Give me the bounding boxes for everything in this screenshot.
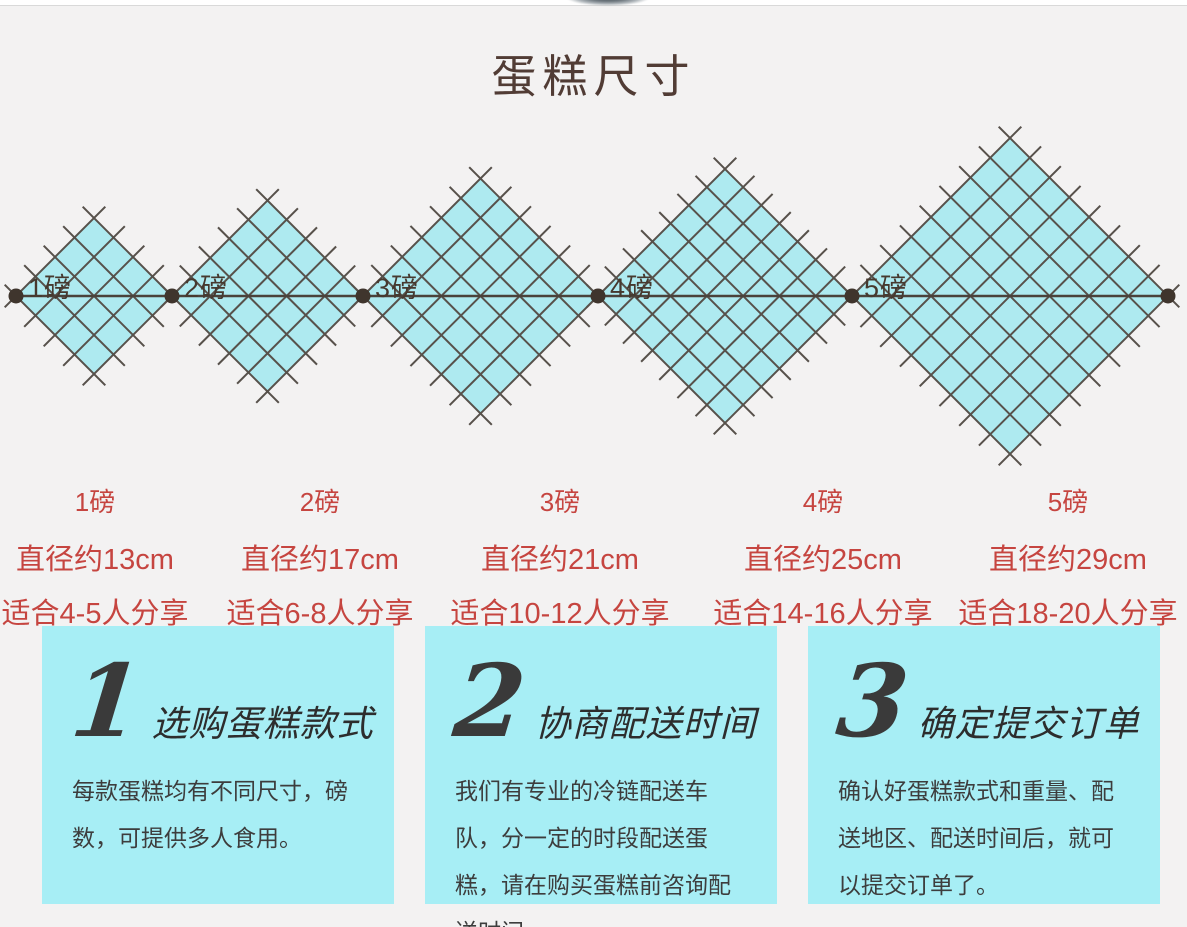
size-diameter-label: 直径约17cm (241, 544, 399, 576)
step-header: 3 确定提交订单 (832, 642, 1139, 760)
step-title: 确定提交订单 (917, 703, 1140, 744)
size-info-column: 2磅 直径约17cm 适合6-8人分享 (227, 482, 414, 632)
diamond-pound-label: 2磅 (184, 273, 229, 303)
size-pound-label: 3磅 (539, 487, 581, 517)
size-pound-label: 1磅 (74, 487, 116, 517)
cake-size-diagram (3, 125, 1181, 467)
step-title: 协商配送时间 (534, 703, 757, 744)
size-info-column: 1磅 直径约13cm 适合4-5人分享 (2, 482, 189, 632)
diamond-pound-label: 5磅 (864, 273, 909, 303)
top-divider (0, 0, 1187, 6)
size-diameter-label: 直径约25cm (744, 544, 902, 576)
section-title: 蛋糕尺寸 (491, 51, 696, 102)
step-description: 每款蛋糕均有不同尺寸，磅数，可提供多人食用。 (72, 778, 348, 852)
step-header: 1 选购蛋糕款式 (66, 642, 373, 760)
step-number: 2 (448, 642, 531, 760)
step-description: 确认好蛋糕款式和重量、配送地区、配送时间后，就可以提交订单了。 (838, 778, 1114, 899)
diamond-pound-label: 3磅 (375, 273, 420, 303)
step-card-1: 1 选购蛋糕款式 每款蛋糕均有不同尺寸，磅数，可提供多人食用。 (42, 626, 394, 904)
step-number: 1 (65, 642, 148, 760)
step-title: 选购蛋糕款式 (151, 703, 374, 744)
size-serves-label: 适合6-8人分享 (226, 598, 414, 630)
size-diameter-label: 直径约21cm (481, 544, 639, 576)
step-card-3: 3 确定提交订单 确认好蛋糕款式和重量、配送地区、配送时间后，就可以提交订单了。 (808, 626, 1160, 904)
diamond-pound-label: 1磅 (28, 273, 73, 303)
size-pound-label: 2磅 (299, 487, 341, 517)
size-diameter-label: 直径约13cm (16, 544, 174, 576)
size-info-column: 5磅 直径约29cm 适合18-20人分享 (958, 482, 1177, 632)
size-pound-label: 4磅 (802, 487, 844, 517)
step-card-2: 2 协商配送时间 我们有专业的冷链配送车队，分一定的时段配送蛋糕，请在购买蛋糕前… (425, 626, 777, 927)
size-pound-label: 5磅 (1047, 487, 1089, 517)
size-info-column: 3磅 直径约21cm 适合10-12人分享 (450, 482, 669, 632)
decorative-arc (566, 0, 650, 6)
size-serves-label: 适合10-12人分享 (450, 598, 670, 630)
step-header: 2 协商配送时间 (449, 642, 756, 760)
step-number: 3 (831, 642, 914, 760)
size-diameter-label: 直径约29cm (989, 544, 1147, 576)
size-info-column: 4磅 直径约25cm 适合14-16人分享 (713, 482, 932, 632)
size-serves-label: 适合14-16人分享 (713, 598, 933, 630)
size-serves-label: 适合4-5人分享 (1, 598, 189, 630)
size-serves-label: 适合18-20人分享 (958, 598, 1178, 630)
diamond-pound-label: 4磅 (610, 273, 655, 303)
step-description: 我们有专业的冷链配送车队，分一定的时段配送蛋糕，请在购买蛋糕前咨询配送时间。 (455, 778, 731, 927)
